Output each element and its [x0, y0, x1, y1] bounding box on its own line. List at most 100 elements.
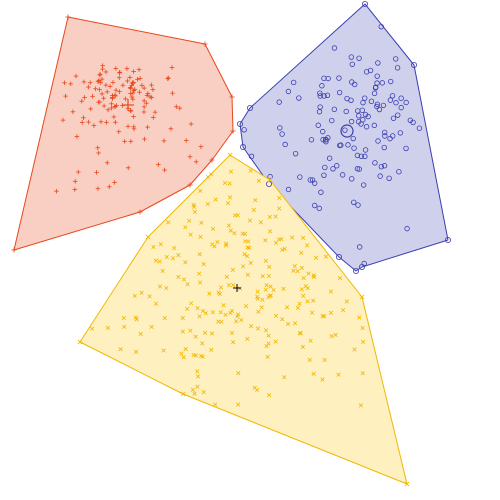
data-point-blue — [315, 122, 321, 128]
data-point-blue — [381, 129, 388, 136]
data-point-red — [117, 89, 122, 94]
data-point-yellow — [300, 235, 306, 240]
data-point-blue — [337, 142, 343, 149]
data-point-yellow — [266, 333, 271, 338]
data-point-blue — [342, 127, 348, 133]
hull-vertex-red — [11, 247, 17, 253]
data-point-yellow — [158, 242, 163, 247]
data-point-yellow — [329, 334, 334, 339]
data-point-blue — [355, 202, 361, 208]
data-point-yellow — [358, 403, 363, 408]
data-point-red — [113, 66, 119, 71]
data-point-blue — [351, 199, 357, 206]
data-point-blue — [296, 95, 302, 101]
data-point-blue — [397, 130, 404, 136]
data-point-yellow — [305, 299, 310, 304]
data-point-yellow — [193, 334, 198, 339]
data-point-yellow — [197, 252, 202, 257]
data-point-red — [90, 94, 95, 99]
data-point-blue — [349, 61, 355, 67]
data-point-yellow — [267, 214, 272, 220]
data-point-red — [96, 150, 101, 156]
data-point-yellow — [229, 330, 235, 336]
data-point-yellow — [266, 393, 272, 398]
data-point-red — [132, 87, 138, 92]
data-point-yellow — [235, 312, 241, 317]
data-point-yellow — [336, 372, 341, 377]
data-point-red — [183, 138, 189, 143]
data-point-red — [104, 120, 109, 125]
data-point-blue — [371, 122, 378, 129]
data-point-yellow — [209, 172, 214, 177]
data-point-red — [177, 105, 183, 111]
data-point-yellow — [276, 237, 282, 242]
data-point-yellow — [166, 220, 171, 225]
data-point-yellow — [212, 244, 217, 249]
data-point-red — [106, 184, 112, 190]
data-point-yellow — [301, 293, 306, 299]
data-point-red — [130, 80, 136, 85]
data-point-yellow — [255, 294, 260, 299]
data-point-red — [150, 115, 156, 120]
data-point-red — [107, 84, 113, 89]
data-point-blue — [308, 137, 315, 143]
data-point-red — [187, 154, 193, 160]
data-point-blue — [330, 166, 336, 172]
data-point-yellow — [198, 234, 203, 240]
data-point-yellow — [292, 264, 297, 269]
data-point-blue — [285, 186, 292, 193]
data-point-blue — [322, 164, 328, 171]
hull-vertex-red — [187, 182, 193, 188]
data-point-blue — [331, 106, 338, 113]
data-point-red — [156, 162, 161, 167]
data-point-yellow — [267, 229, 273, 234]
data-point-red — [113, 119, 118, 125]
data-point-yellow — [295, 269, 300, 274]
data-point-red — [144, 93, 150, 98]
data-point-yellow — [179, 351, 184, 356]
data-point-yellow — [240, 264, 246, 269]
data-point-blue — [307, 177, 314, 183]
data-point-yellow — [229, 308, 235, 313]
data-point-blue — [292, 150, 299, 157]
data-point-red — [68, 81, 74, 87]
data-point-blue — [345, 142, 351, 148]
hull-vertex-yellow — [404, 481, 410, 487]
data-point-yellow — [297, 301, 302, 306]
data-point-red — [152, 109, 158, 115]
cluster-centroids — [122, 99, 354, 292]
data-point-red — [144, 100, 149, 106]
data-point-yellow — [226, 223, 231, 228]
data-point-blue — [395, 112, 401, 118]
data-point-yellow — [247, 218, 253, 223]
data-point-yellow — [161, 348, 166, 353]
data-point-red — [162, 167, 167, 173]
data-point-yellow — [263, 238, 268, 243]
data-point-blue — [282, 141, 288, 148]
data-point-red — [125, 124, 131, 129]
data-point-yellow — [253, 198, 258, 203]
data-point-yellow — [160, 268, 165, 274]
data-point-yellow — [230, 267, 235, 273]
data-point-red — [81, 115, 86, 121]
data-point-yellow — [201, 390, 206, 395]
data-point-red — [70, 109, 76, 115]
data-point-blue — [317, 90, 323, 96]
data-point-red — [161, 138, 167, 144]
data-point-blue — [316, 205, 322, 212]
data-point-red — [141, 98, 147, 104]
data-point-blue — [350, 135, 356, 142]
data-point-red — [122, 139, 128, 144]
data-point-yellow — [284, 305, 290, 310]
data-point-red — [100, 66, 105, 72]
data-point-blue — [362, 147, 369, 153]
data-point-yellow — [337, 276, 343, 281]
data-point-yellow — [320, 377, 325, 382]
cluster-points — [11, 1, 451, 487]
data-point-yellow — [360, 371, 365, 376]
data-point-yellow — [249, 323, 254, 329]
data-point-yellow — [191, 352, 196, 358]
data-point-yellow — [210, 226, 216, 231]
cluster-hulls — [13, 3, 449, 485]
data-point-red — [169, 65, 175, 70]
